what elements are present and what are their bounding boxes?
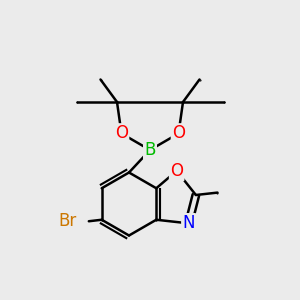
Text: B: B (144, 141, 156, 159)
Text: N: N (182, 214, 195, 232)
Text: O: O (170, 162, 183, 180)
Text: O: O (115, 124, 128, 142)
Text: O: O (172, 124, 185, 142)
Text: Br: Br (58, 212, 76, 230)
